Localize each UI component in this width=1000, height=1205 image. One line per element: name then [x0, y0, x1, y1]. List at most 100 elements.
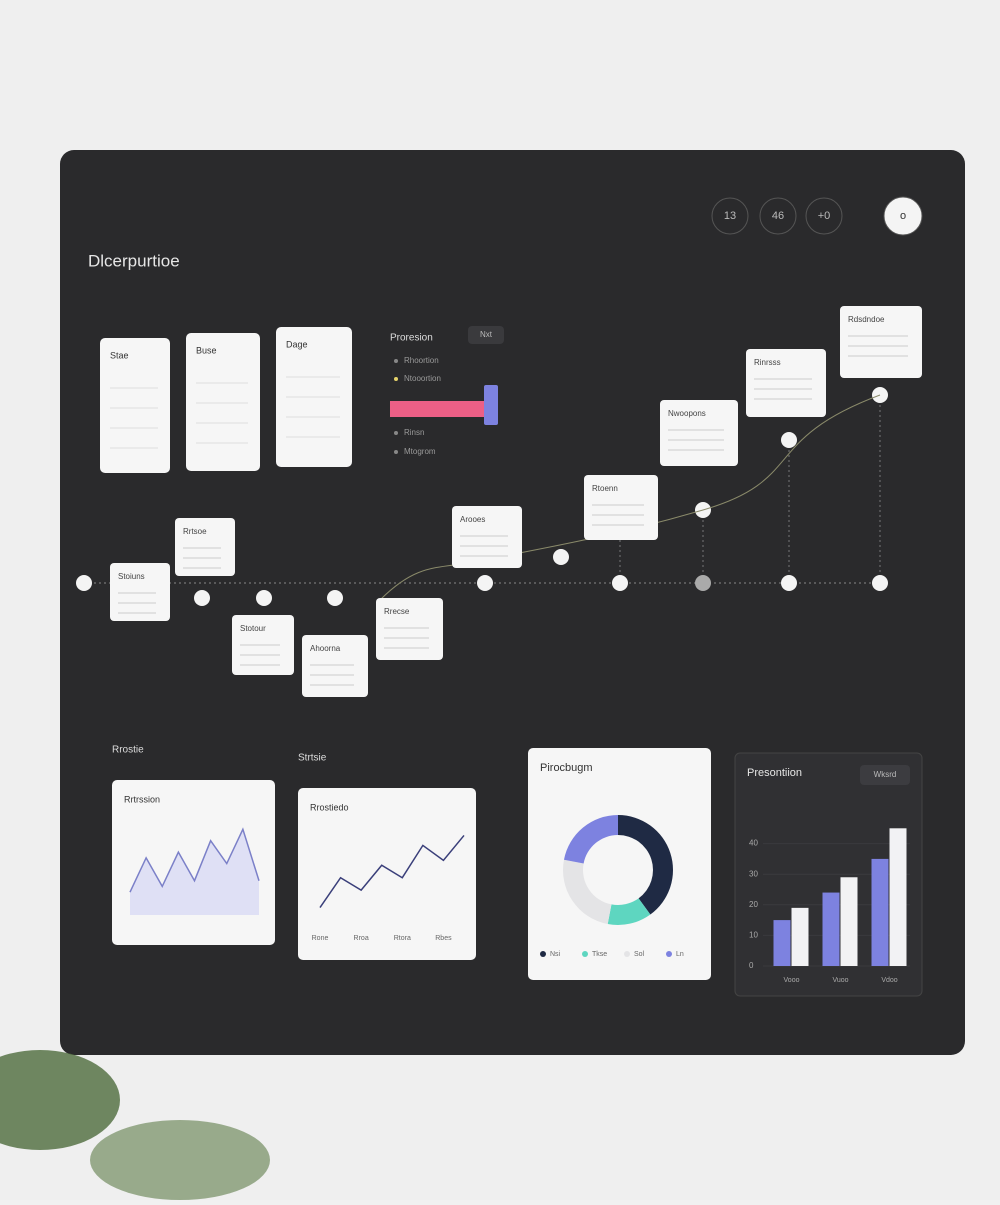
panel-title: Dlcerpurtioe	[88, 251, 180, 270]
timeline-card-title: Nwoopons	[668, 409, 706, 418]
timeline-card[interactable]	[110, 563, 170, 621]
chart-title: Rrostiedo	[310, 802, 349, 812]
timeline-card[interactable]	[840, 306, 922, 378]
timeline-dot[interactable]	[327, 590, 343, 606]
chart-title: Presontiion	[747, 767, 802, 779]
badge[interactable]	[883, 196, 923, 236]
timeline-card-title: Rrecse	[384, 607, 410, 616]
legend-label: Sol	[634, 951, 645, 958]
legend-dot	[666, 951, 672, 957]
y-tick-label: 10	[749, 931, 758, 940]
bar	[889, 828, 907, 966]
row-dot	[394, 377, 398, 381]
timeline-card[interactable]	[746, 349, 826, 417]
timeline-card-title: Rdsdndoe	[848, 315, 885, 324]
card-title: Dage	[286, 339, 308, 349]
donut-slice	[607, 898, 651, 925]
timeline-dot[interactable]	[695, 575, 711, 591]
x-tick-label: Rbes	[435, 935, 452, 942]
x-tick-label: Vdoo	[881, 977, 897, 984]
x-tick-label: Vooo	[784, 977, 800, 984]
timeline-dot[interactable]	[194, 590, 210, 606]
timeline-dot[interactable]	[553, 549, 569, 565]
timeline-card[interactable]	[302, 635, 368, 697]
progress-bar	[390, 401, 485, 417]
timeline-dot[interactable]	[781, 575, 797, 591]
y-tick-label: 20	[749, 900, 758, 909]
card-title: Stae	[110, 350, 129, 360]
card	[186, 333, 260, 471]
bar	[822, 892, 840, 966]
timeline-dot[interactable]	[781, 432, 797, 448]
plant-leaf	[90, 1120, 270, 1200]
progress-title: Proresion	[390, 333, 433, 344]
legend-dot	[582, 951, 588, 957]
y-tick-label: 30	[749, 869, 758, 878]
timeline-dot[interactable]	[256, 590, 272, 606]
timeline-card-title: Rinrsss	[754, 358, 781, 367]
legend-label: Ln	[676, 951, 684, 958]
progress-row: Rhoortion	[404, 356, 439, 365]
timeline-card-title: Rrtsoe	[183, 527, 207, 536]
timeline-card-title: Stoiuns	[118, 572, 145, 581]
bar	[871, 858, 889, 966]
section-title: Rrostie	[112, 745, 144, 756]
legend-dot	[540, 951, 546, 957]
badge-label: 13	[724, 210, 736, 222]
donut-slice	[563, 815, 618, 864]
chart-title: Pirocbugm	[540, 762, 593, 774]
chart-button[interactable]	[860, 765, 910, 785]
timeline-card-title: Stotour	[240, 624, 266, 633]
chart-card	[528, 748, 711, 980]
timeline-dot[interactable]	[612, 575, 628, 591]
progress-row: Mtogrom	[404, 447, 436, 456]
bar	[791, 907, 809, 966]
timeline-card[interactable]	[584, 475, 658, 540]
y-tick-label: 0	[749, 961, 754, 970]
legend-label: Tkse	[592, 951, 607, 958]
plant-leaf	[0, 1050, 120, 1150]
bar	[773, 920, 791, 966]
progress-row: Ntooortion	[404, 374, 441, 383]
progress-row: Rinsn	[404, 428, 424, 437]
badge-label: o	[900, 210, 906, 222]
timeline-dot[interactable]	[477, 575, 493, 591]
legend-dot	[624, 951, 630, 957]
y-tick-label: 40	[749, 839, 758, 848]
progress-button[interactable]	[468, 326, 504, 344]
donut-slice	[618, 815, 673, 915]
donut-slice	[563, 859, 612, 925]
progress-button-label: Nxt	[480, 330, 493, 339]
timeline-card[interactable]	[175, 518, 235, 576]
timeline-dot[interactable]	[872, 575, 888, 591]
x-tick-label: Rone	[312, 935, 329, 942]
x-tick-label: Rroa	[354, 935, 369, 942]
progress-marker	[484, 385, 498, 425]
row-dot	[394, 450, 398, 454]
badge[interactable]	[711, 197, 749, 235]
area-line	[129, 827, 260, 893]
legend-label: Nsi	[550, 951, 561, 958]
timeline-card[interactable]	[376, 598, 443, 660]
row-dot	[394, 431, 398, 435]
chart-button-label: Wksrd	[874, 770, 897, 779]
badge-label: +0	[818, 210, 831, 222]
bar	[840, 877, 858, 966]
x-tick-label: Rtora	[394, 935, 411, 942]
timeline-dot[interactable]	[76, 575, 92, 591]
card	[100, 338, 170, 473]
line	[319, 834, 465, 908]
timeline-card-title: Arooes	[460, 515, 485, 524]
badge[interactable]	[805, 197, 843, 235]
card-title: Buse	[196, 345, 217, 355]
chart-title: Rrtrssion	[124, 794, 160, 804]
badge-label: 46	[772, 210, 784, 222]
timeline-card-title: Ahoorna	[310, 644, 341, 653]
chart-card	[298, 788, 476, 960]
timeline-card[interactable]	[452, 506, 522, 568]
area	[130, 829, 259, 915]
badge[interactable]	[759, 197, 797, 235]
x-tick-label: Vuoo	[832, 977, 848, 984]
row-dot	[394, 359, 398, 363]
